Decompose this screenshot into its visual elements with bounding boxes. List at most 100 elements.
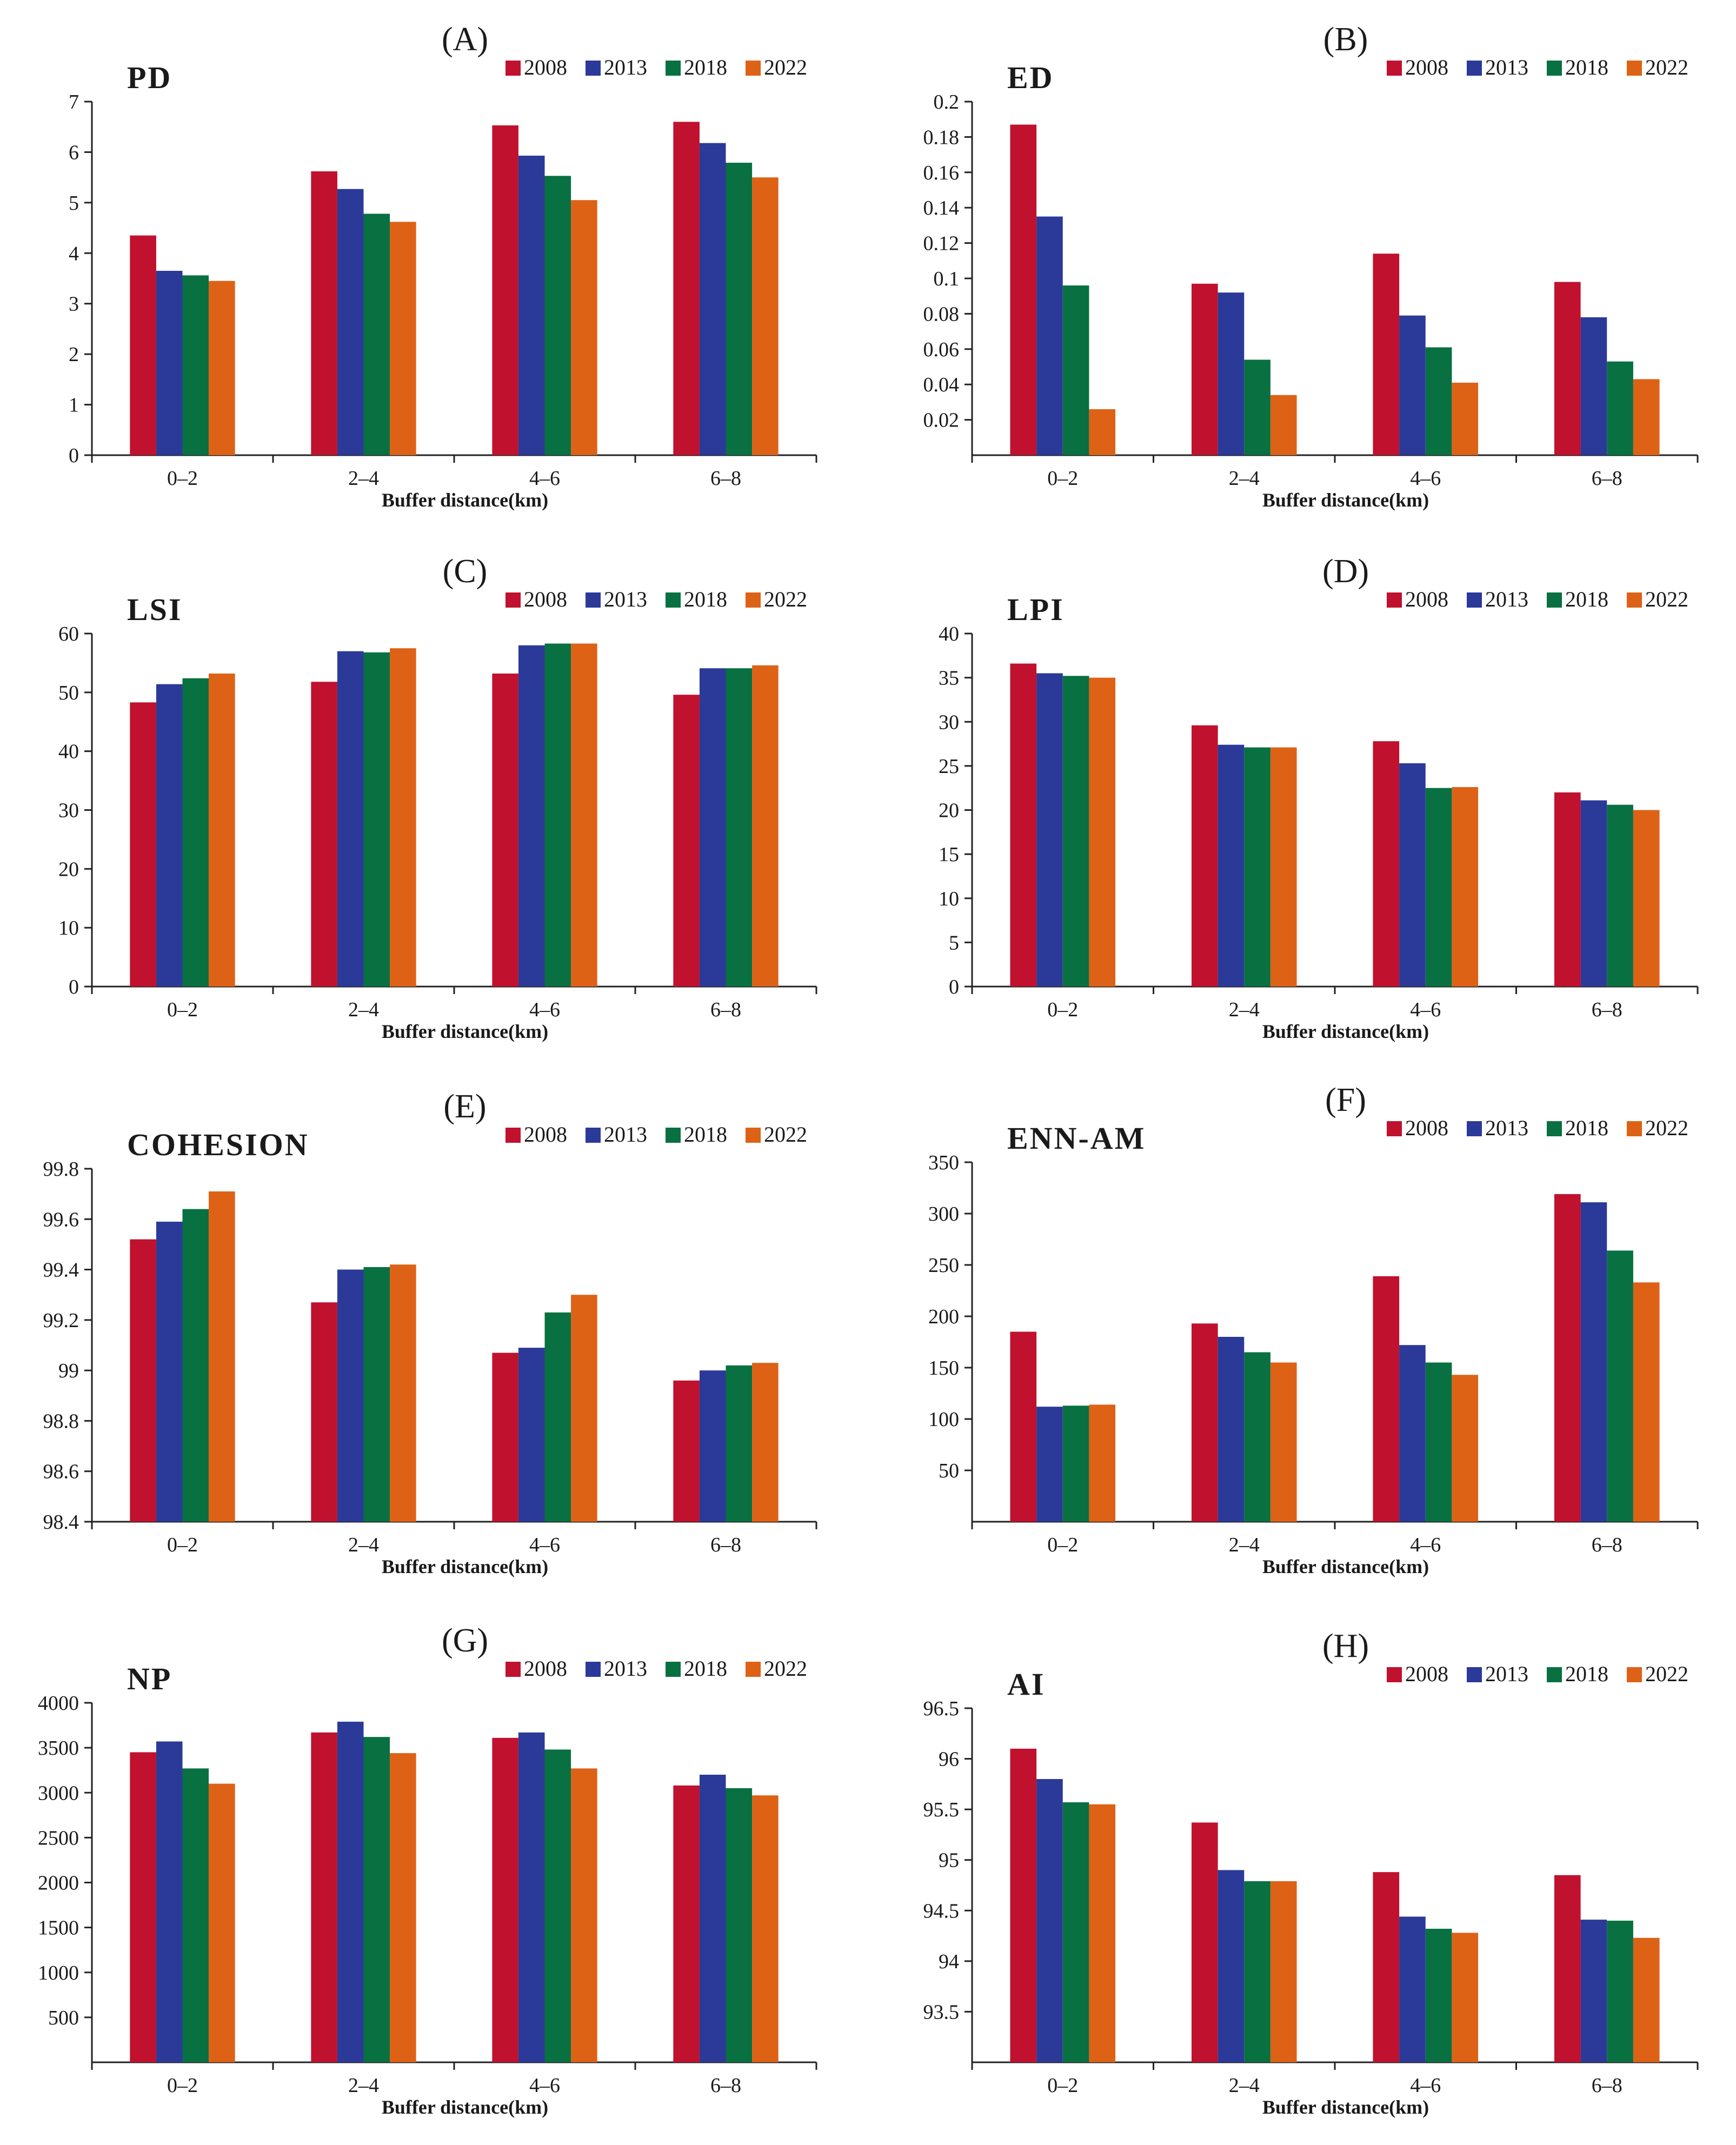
legend-swatch-2013 — [586, 592, 601, 608]
legend-swatch-2022 — [1627, 1121, 1642, 1136]
bar-2008-6–8 — [673, 1785, 700, 2062]
bar-2013-4–6 — [518, 1348, 545, 1522]
bar-2022-0–2 — [209, 1783, 235, 2062]
bar-2018-4–6 — [1425, 788, 1452, 987]
bar-2008-0–2 — [1010, 124, 1037, 455]
legend-label-2018: 2018 — [684, 1656, 727, 1681]
bar-2008-2–4 — [1191, 725, 1218, 987]
bar-2008-6–8 — [1554, 1194, 1581, 1522]
y-tick-label: 2 — [69, 343, 79, 366]
bar-2022-6–8 — [752, 1795, 779, 2062]
bar-2018-6–8 — [1607, 1921, 1633, 2062]
bar-2008-6–8 — [673, 1380, 700, 1522]
bar-2008-6–8 — [673, 695, 700, 987]
legend-label-2018: 2018 — [684, 55, 727, 79]
x-tick-label: 4–6 — [529, 2074, 560, 2097]
y-tick-label: 0 — [949, 976, 959, 998]
x-tick-label: 6–8 — [1592, 2074, 1622, 2097]
legend-label-2022: 2022 — [764, 55, 807, 79]
bar-2013-0–2 — [1036, 673, 1063, 987]
bar-2018-2–4 — [363, 214, 390, 455]
legend-swatch-2022 — [746, 61, 761, 76]
bar-2018-6–8 — [726, 668, 753, 987]
bar-2022-2–4 — [1270, 1362, 1297, 1522]
bar-2013-4–6 — [518, 1732, 545, 2062]
y-tick-label: 10 — [58, 917, 79, 940]
bar-2022-6–8 — [752, 665, 779, 987]
x-tick-label: 6–8 — [710, 467, 741, 490]
y-tick-label: 96 — [939, 1748, 959, 1771]
legend-label-2018: 2018 — [684, 587, 727, 611]
bar-2022-4–6 — [1452, 1933, 1479, 2062]
y-tick-label: 20 — [939, 800, 959, 822]
y-tick-label: 0.02 — [923, 409, 960, 432]
x-tick-label: 2–4 — [1229, 998, 1260, 1021]
y-tick-label: 93.5 — [923, 2001, 960, 2023]
chart-panel-a: (A) PD 2008 2013 2018 2022 0 1 2 3 4 5 6 7 0–2 2–4 4–6 6–… — [69, 21, 817, 511]
legend-swatch-2022 — [746, 1662, 761, 1677]
bar-2013-6–8 — [1580, 317, 1607, 455]
bar-2013-4–6 — [1399, 1916, 1426, 2062]
y-tick-label: 99.2 — [43, 1309, 79, 1332]
legend-label-2022: 2022 — [1645, 1116, 1688, 1140]
legend-swatch-2013 — [1467, 592, 1482, 608]
bar-2013-6–8 — [699, 1775, 726, 2062]
bar-2013-2–4 — [1218, 744, 1245, 987]
bar-2013-6–8 — [1580, 800, 1607, 987]
y-tick-label: 500 — [48, 2007, 79, 2029]
bar-2008-2–4 — [311, 1302, 337, 1522]
y-tick-label: 50 — [939, 1460, 959, 1482]
legend-label-2013: 2013 — [1485, 55, 1528, 79]
metric-title: NP — [127, 1661, 172, 1696]
bar-2018-6–8 — [1607, 361, 1633, 455]
x-tick-label: 0–2 — [1047, 467, 1078, 490]
legend-label-2022: 2022 — [1645, 587, 1688, 611]
x-tick-label: 2–4 — [1229, 467, 1260, 490]
legend-label-2008: 2008 — [1405, 587, 1448, 611]
legend-swatch-2018 — [666, 1128, 681, 1143]
legend-swatch-2008 — [1387, 1121, 1402, 1136]
chart-panel-g: (G) NP 2008 2013 2018 2022 500 1000 1500 2000 2500… — [38, 1622, 817, 2118]
y-tick-label: 99.6 — [43, 1208, 79, 1231]
legend-swatch-2018 — [666, 592, 681, 608]
y-tick-label: 0.14 — [923, 197, 960, 219]
bar-2008-4–6 — [492, 674, 518, 987]
x-tick-label: 6–8 — [1592, 467, 1622, 490]
panel-label: (B) — [1323, 21, 1368, 58]
x-tick-label: 0–2 — [1047, 2074, 1078, 2097]
panel-label: (A) — [442, 21, 488, 58]
x-axis-title: Buffer distance(km) — [1262, 1021, 1429, 1042]
y-tick-label: 1500 — [38, 1917, 79, 1940]
bar-2018-0–2 — [182, 678, 209, 987]
x-tick-label: 0–2 — [167, 467, 198, 490]
bar-2008-0–2 — [130, 1239, 156, 1522]
legend-swatch-2008 — [505, 592, 521, 608]
y-tick-label: 30 — [939, 711, 959, 734]
bar-2022-4–6 — [1452, 382, 1479, 455]
x-tick-label: 0–2 — [167, 2074, 198, 2097]
metric-title: AI — [1007, 1667, 1045, 1702]
y-tick-label: 7 — [69, 91, 79, 114]
bar-2018-4–6 — [544, 1749, 571, 2062]
x-tick-label: 0–2 — [1047, 998, 1078, 1021]
bar-2008-2–4 — [311, 171, 337, 456]
legend-label-2018: 2018 — [1565, 55, 1608, 79]
bar-2022-4–6 — [1452, 787, 1479, 987]
bar-2013-0–2 — [1036, 216, 1063, 455]
bar-2018-0–2 — [1062, 285, 1089, 455]
y-tick-label: 0.1 — [934, 268, 960, 290]
legend-label-2018: 2018 — [1565, 1662, 1608, 1686]
legend-label-2008: 2008 — [524, 55, 567, 79]
chart-panel-f: (F) ENN-AM 2008 2013 2018 2022 50 100 150 200 250 3… — [928, 1082, 1699, 1577]
x-tick-label: 6–8 — [710, 1534, 741, 1556]
chart-panel-h: (H) AI 2008 2013 2018 2022 93.5 94 94.5 95 95.5 96 9… — [923, 1628, 1699, 2118]
y-tick-label: 25 — [939, 755, 959, 778]
x-tick-label: 4–6 — [1410, 1534, 1441, 1556]
y-tick-label: 3000 — [38, 1782, 79, 1804]
y-tick-label: 1000 — [38, 1962, 79, 1984]
bar-2022-0–2 — [1089, 677, 1116, 987]
bar-2018-4–6 — [544, 176, 571, 456]
x-tick-label: 4–6 — [1410, 2074, 1441, 2097]
y-tick-label: 1 — [69, 394, 79, 417]
bar-2018-4–6 — [544, 1312, 571, 1522]
